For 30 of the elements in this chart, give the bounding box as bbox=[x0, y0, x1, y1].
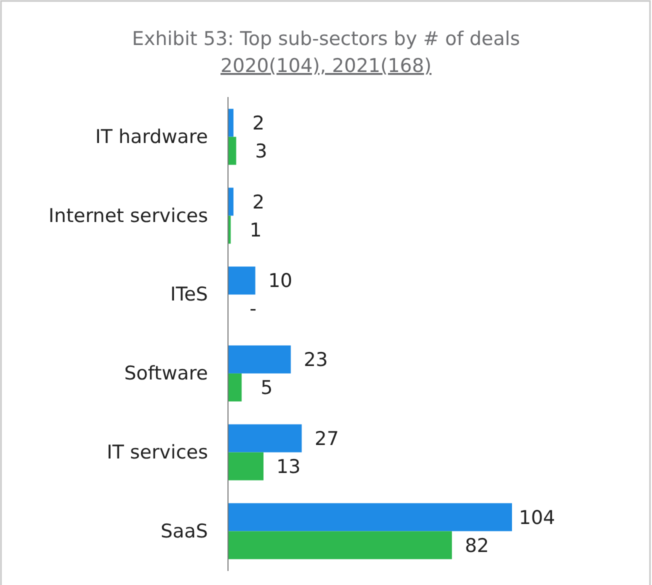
y-tick-label: Software bbox=[124, 362, 208, 385]
data-label: 23 bbox=[304, 349, 328, 372]
y-tick-label: ITeS bbox=[170, 284, 208, 306]
data-label: 1 bbox=[250, 219, 262, 242]
bar bbox=[228, 424, 302, 452]
bar bbox=[228, 188, 234, 216]
data-label: 27 bbox=[314, 428, 339, 450]
data-label: 82 bbox=[464, 534, 490, 557]
bar bbox=[228, 136, 236, 165]
y-tick-label: IT hardware bbox=[95, 126, 208, 148]
bar bbox=[228, 266, 256, 295]
data-label: 10 bbox=[268, 270, 292, 292]
chart-subtitle: 2020(104), 2021(168) bbox=[220, 55, 432, 77]
bar bbox=[228, 452, 264, 480]
y-tick-label: Internet services bbox=[48, 204, 208, 227]
chart-title: Exhibit 53: Top sub-sectors by # of deals bbox=[132, 28, 520, 50]
data-label: 2 bbox=[252, 191, 265, 214]
data-label: 2 bbox=[252, 112, 265, 134]
data-label: 13 bbox=[276, 456, 301, 478]
data-label: 3 bbox=[255, 140, 268, 162]
bar bbox=[228, 531, 452, 560]
data-label: 104 bbox=[518, 506, 556, 529]
bar bbox=[228, 108, 234, 137]
data-label: - bbox=[250, 298, 256, 320]
y-tick-label: IT services bbox=[106, 441, 208, 464]
data-label: 5 bbox=[260, 377, 273, 400]
bar bbox=[228, 345, 291, 374]
y-tick-label: SaaS bbox=[160, 520, 208, 542]
bar bbox=[228, 373, 242, 402]
bar bbox=[228, 503, 512, 532]
